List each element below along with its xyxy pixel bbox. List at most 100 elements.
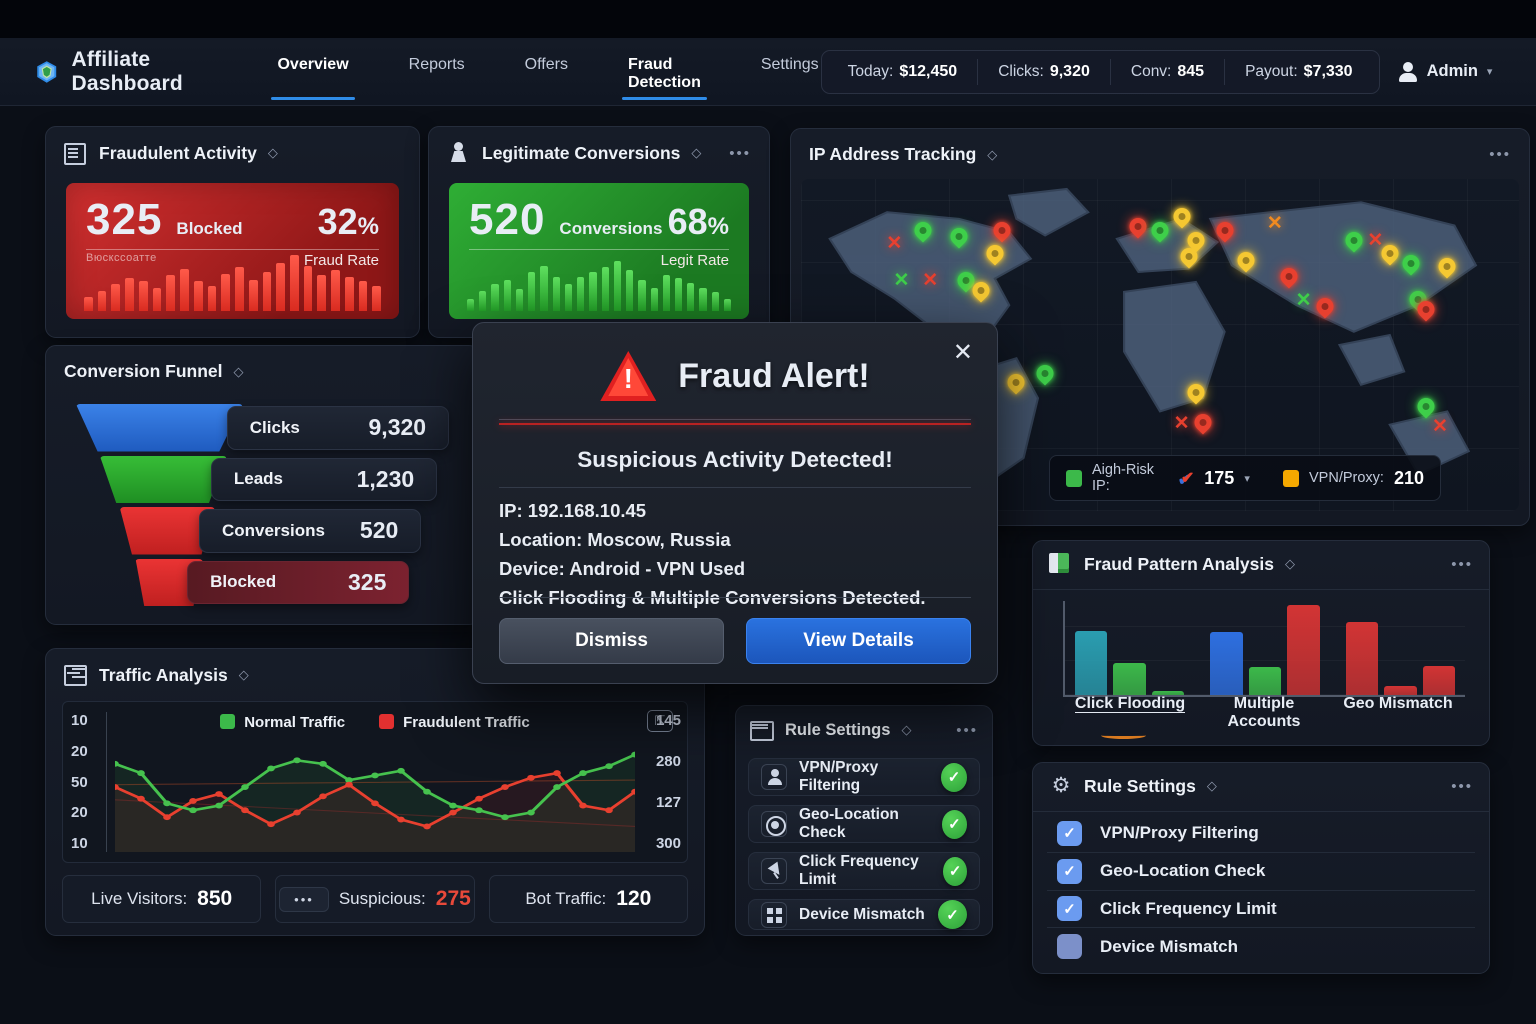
x-marker-icon[interactable]: ✕ (893, 269, 910, 291)
menu-dots-icon[interactable]: ••• (1489, 146, 1511, 163)
tab-overview[interactable]: Overview (271, 36, 355, 108)
rule-check-list: ✓ VPN/Proxy Filtering ✓ Geo-Location Check ✓… (1047, 815, 1475, 965)
expand-icon[interactable]: ⇱ (647, 710, 673, 732)
pin-marker-icon[interactable] (1183, 380, 1208, 405)
pattern-category-label: Geo Mismatch (1343, 695, 1453, 712)
legit-rate-value: 68% (667, 201, 729, 242)
nav-stat-value: $7,330 (1303, 62, 1353, 80)
pattern-bar (1210, 632, 1243, 695)
rule-check-row[interactable]: ✓ Click Frequency Limit (1047, 891, 1475, 929)
traffic-stat-label: Bot Traffic: (525, 889, 607, 908)
conversions-label: Conversions (559, 219, 663, 238)
rule-toggle-row[interactable]: Click Frequency Limit ✓ (748, 852, 980, 890)
rule-toggle-row[interactable]: Device Mismatch ✓ (748, 899, 980, 930)
x-marker-icon[interactable]: ✕ (1432, 416, 1448, 437)
close-icon[interactable]: ✕ (952, 339, 973, 366)
rule-check-row[interactable]: ✓ VPN/Proxy Filtering (1047, 815, 1475, 853)
checkbox-checked[interactable]: ✓ (1057, 896, 1082, 922)
x-marker-icon[interactable]: ✕ (1266, 213, 1283, 235)
toggle-on-icon[interactable]: ✓ (943, 856, 967, 886)
bar (577, 276, 585, 311)
person-icon (761, 764, 787, 790)
pin-marker-icon[interactable] (946, 224, 971, 249)
bar (503, 279, 511, 311)
toggle-on-icon[interactable]: ✓ (940, 762, 967, 792)
funnel-stage: Leads 1,230 (64, 454, 461, 506)
diamond-icon: ◇ (691, 145, 702, 160)
y-tick-label: 300 (655, 835, 681, 852)
rule-check-row[interactable]: ✓ Geo-Location Check (1047, 853, 1475, 891)
tab-fraud-detection[interactable]: Fraud Detection (621, 36, 707, 108)
x-marker-icon[interactable]: ✕ (886, 233, 903, 255)
fraud-rate-label: Fraud Rate (303, 252, 379, 269)
y-tick-label: 10 (71, 712, 88, 729)
x-marker-icon[interactable]: ✕ (1295, 289, 1312, 311)
pin-marker-icon[interactable] (1435, 254, 1460, 279)
admin-menu[interactable]: Admin ▾ (1380, 61, 1511, 82)
pin-marker-icon[interactable] (1413, 297, 1438, 322)
traffic-y-axis-left: 10 20 50 20 10 (71, 712, 107, 852)
panel-title: Fraud Pattern Analysis (1084, 553, 1274, 574)
menu-dots-icon[interactable]: ••• (956, 721, 978, 739)
pin-marker-icon[interactable] (911, 218, 936, 243)
checkbox-checked[interactable]: ✓ (1057, 858, 1082, 884)
modal-detail-line: Location: Moscow, Russia (499, 529, 731, 550)
pattern-category-labels: Click Flooding Multiple Accounts Geo Misma… (1063, 695, 1465, 739)
pin-marker-icon[interactable] (1212, 218, 1237, 243)
bar (84, 296, 93, 311)
pin-marker-icon[interactable] (1399, 251, 1424, 276)
tab-reports[interactable]: Reports (408, 55, 465, 73)
menu-dots-button[interactable]: ••• (279, 886, 329, 912)
pin-marker-icon[interactable] (1341, 228, 1366, 253)
pin-marker-icon[interactable] (1176, 244, 1201, 269)
pin-marker-icon[interactable] (982, 241, 1007, 266)
pin-marker-icon[interactable] (990, 218, 1015, 243)
tab-settings[interactable]: Settings (760, 55, 819, 73)
pin-marker-icon[interactable] (1147, 218, 1173, 243)
bar (262, 272, 272, 311)
rule-toggle-row[interactable]: VPN/Proxy Filtering ✓ (748, 758, 980, 796)
rule-label: Geo-Location Check (1100, 861, 1266, 881)
pin-marker-icon[interactable] (968, 277, 993, 303)
x-marker-icon[interactable]: ✕ (922, 269, 939, 291)
chevron-down-icon[interactable]: ▾ (1244, 472, 1250, 485)
funnel-trapezoid (75, 404, 243, 452)
pin-marker-icon[interactable] (1033, 360, 1058, 386)
pin-marker-icon[interactable] (1377, 241, 1402, 266)
pin-marker-icon[interactable] (1004, 370, 1029, 395)
warning-icon (600, 351, 657, 401)
dismiss-button[interactable]: Dismiss (499, 617, 724, 664)
chevron-down-icon: ▾ (1486, 66, 1493, 78)
checkbox-unchecked[interactable] (1057, 934, 1082, 960)
pin-marker-icon[interactable] (1234, 248, 1259, 273)
menu-dots-icon[interactable]: ••• (1451, 555, 1473, 573)
view-details-button[interactable]: View Details (746, 617, 971, 664)
legend-swatch (220, 714, 236, 729)
rule-check-row[interactable]: Device Mismatch (1047, 928, 1475, 965)
menu-dots-icon[interactable]: ••• (729, 144, 751, 162)
bar (638, 279, 646, 311)
bar (723, 298, 732, 311)
diamond-icon: ◇ (901, 722, 912, 737)
checkbox-checked[interactable]: ✓ (1057, 820, 1082, 846)
toggle-on-icon[interactable]: ✓ (938, 900, 967, 929)
nav-stat: Payout: $7,330 (1245, 62, 1353, 80)
pin-marker-icon[interactable] (1183, 228, 1208, 253)
pin-marker-icon[interactable] (1169, 204, 1194, 229)
pin-marker-icon[interactable] (1126, 214, 1151, 239)
toggle-on-icon[interactable]: ✓ (941, 809, 967, 839)
traffic-stat-box: ••• Suspicious: 275 (275, 875, 475, 923)
menu-dots-icon[interactable]: ••• (1451, 777, 1473, 795)
bar (290, 254, 299, 311)
x-marker-icon[interactable]: ✕ (1367, 230, 1384, 252)
pin-marker-icon[interactable] (1313, 294, 1338, 319)
x-marker-icon[interactable]: ✕ (1173, 412, 1190, 434)
tab-offers[interactable]: Offers (524, 55, 568, 73)
funnel-stage: Conversions 520 (64, 505, 461, 557)
pin-marker-icon[interactable] (1191, 410, 1216, 435)
pattern-bar (1151, 691, 1185, 695)
rule-toggle-row[interactable]: Geo-Location Check ✓ (748, 805, 980, 843)
fraud-pattern-card: Fraud Pattern Analysis ◇ ••• Click Flood… (1032, 540, 1490, 746)
funnel-stage-value: 1,230 (356, 465, 415, 492)
panel-title: Legitimate Conversions (482, 142, 681, 163)
